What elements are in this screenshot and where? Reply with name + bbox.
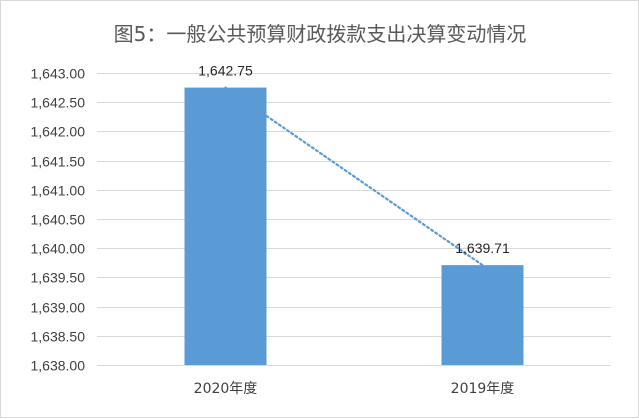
grid-lines [97, 73, 611, 366]
trendline [224, 86, 484, 267]
y-tick-label: 1,639.50 [31, 270, 86, 286]
data-label: 1,639.71 [455, 240, 510, 256]
chart-title: 图5：一般公共预算财政拨款支出决算变动情况 [114, 22, 527, 46]
x-category-label: 2019年度 [451, 381, 515, 397]
y-tick-label: 1,641.50 [31, 154, 86, 170]
data-label: 1,642.75 [198, 63, 253, 79]
y-tick-label: 1,642.50 [31, 95, 86, 111]
bar-1 [184, 87, 267, 365]
trendline-path [224, 86, 484, 267]
data-labels: 1,642.75 1,639.71 [198, 63, 510, 257]
y-tick-label: 1,639.00 [31, 300, 86, 316]
y-axis-ticks: 1,638.00 1,638.50 1,639.00 1,639.50 1,640.00… [31, 66, 86, 374]
y-tick-label: 1,642.00 [31, 124, 86, 140]
y-tick-label: 1,640.00 [31, 241, 86, 257]
bar-2 [441, 265, 524, 365]
y-tick-label: 1,638.50 [31, 329, 86, 345]
bars [184, 87, 524, 365]
y-tick-label: 1,643.00 [31, 66, 86, 82]
y-tick-label: 1,641.00 [31, 183, 86, 199]
y-tick-label: 1,640.50 [31, 212, 86, 228]
x-axis-categories: 2020年度 2019年度 [194, 381, 515, 397]
y-tick-label: 1,638.00 [31, 358, 86, 374]
x-category-label: 2020年度 [194, 381, 258, 397]
